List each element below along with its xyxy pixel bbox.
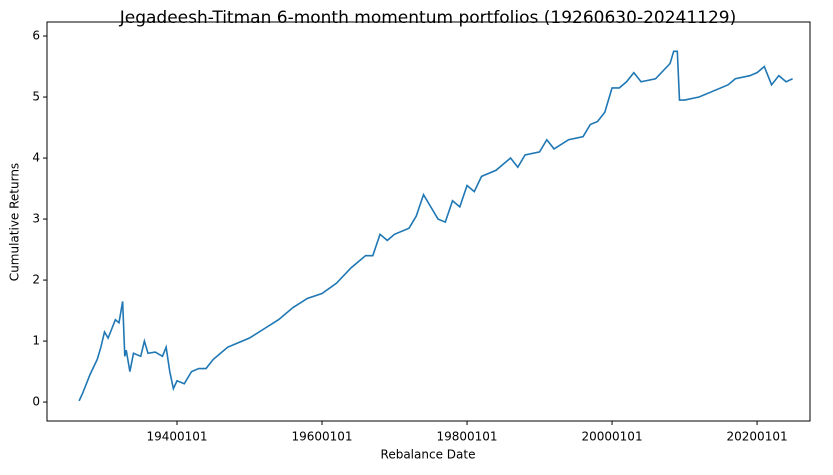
- y-axis-label: Cumulative Returns: [8, 163, 22, 281]
- y-tick-label: 1: [32, 334, 40, 348]
- x-axis-label: Rebalance Date: [381, 448, 476, 462]
- x-tick-label: 20000101: [582, 430, 643, 444]
- data-line: [78, 50, 793, 402]
- y-tick-label: 4: [32, 151, 40, 165]
- y-tick-label: 5: [32, 90, 40, 104]
- y-tick-label: 0: [32, 395, 40, 409]
- x-tick-label: 19600101: [291, 430, 352, 444]
- x-tick-label: 19400101: [146, 430, 207, 444]
- plot-frame: [46, 21, 811, 422]
- y-tick-label: 6: [32, 29, 40, 43]
- x-tick-label: 19800101: [436, 430, 497, 444]
- y-tick-label: 2: [32, 273, 40, 287]
- y-tick-label: 3: [32, 212, 40, 226]
- x-tick-label: 20200101: [727, 430, 788, 444]
- chart-title: Jegadeesh-Titman 6-month momentum portfo…: [119, 8, 736, 28]
